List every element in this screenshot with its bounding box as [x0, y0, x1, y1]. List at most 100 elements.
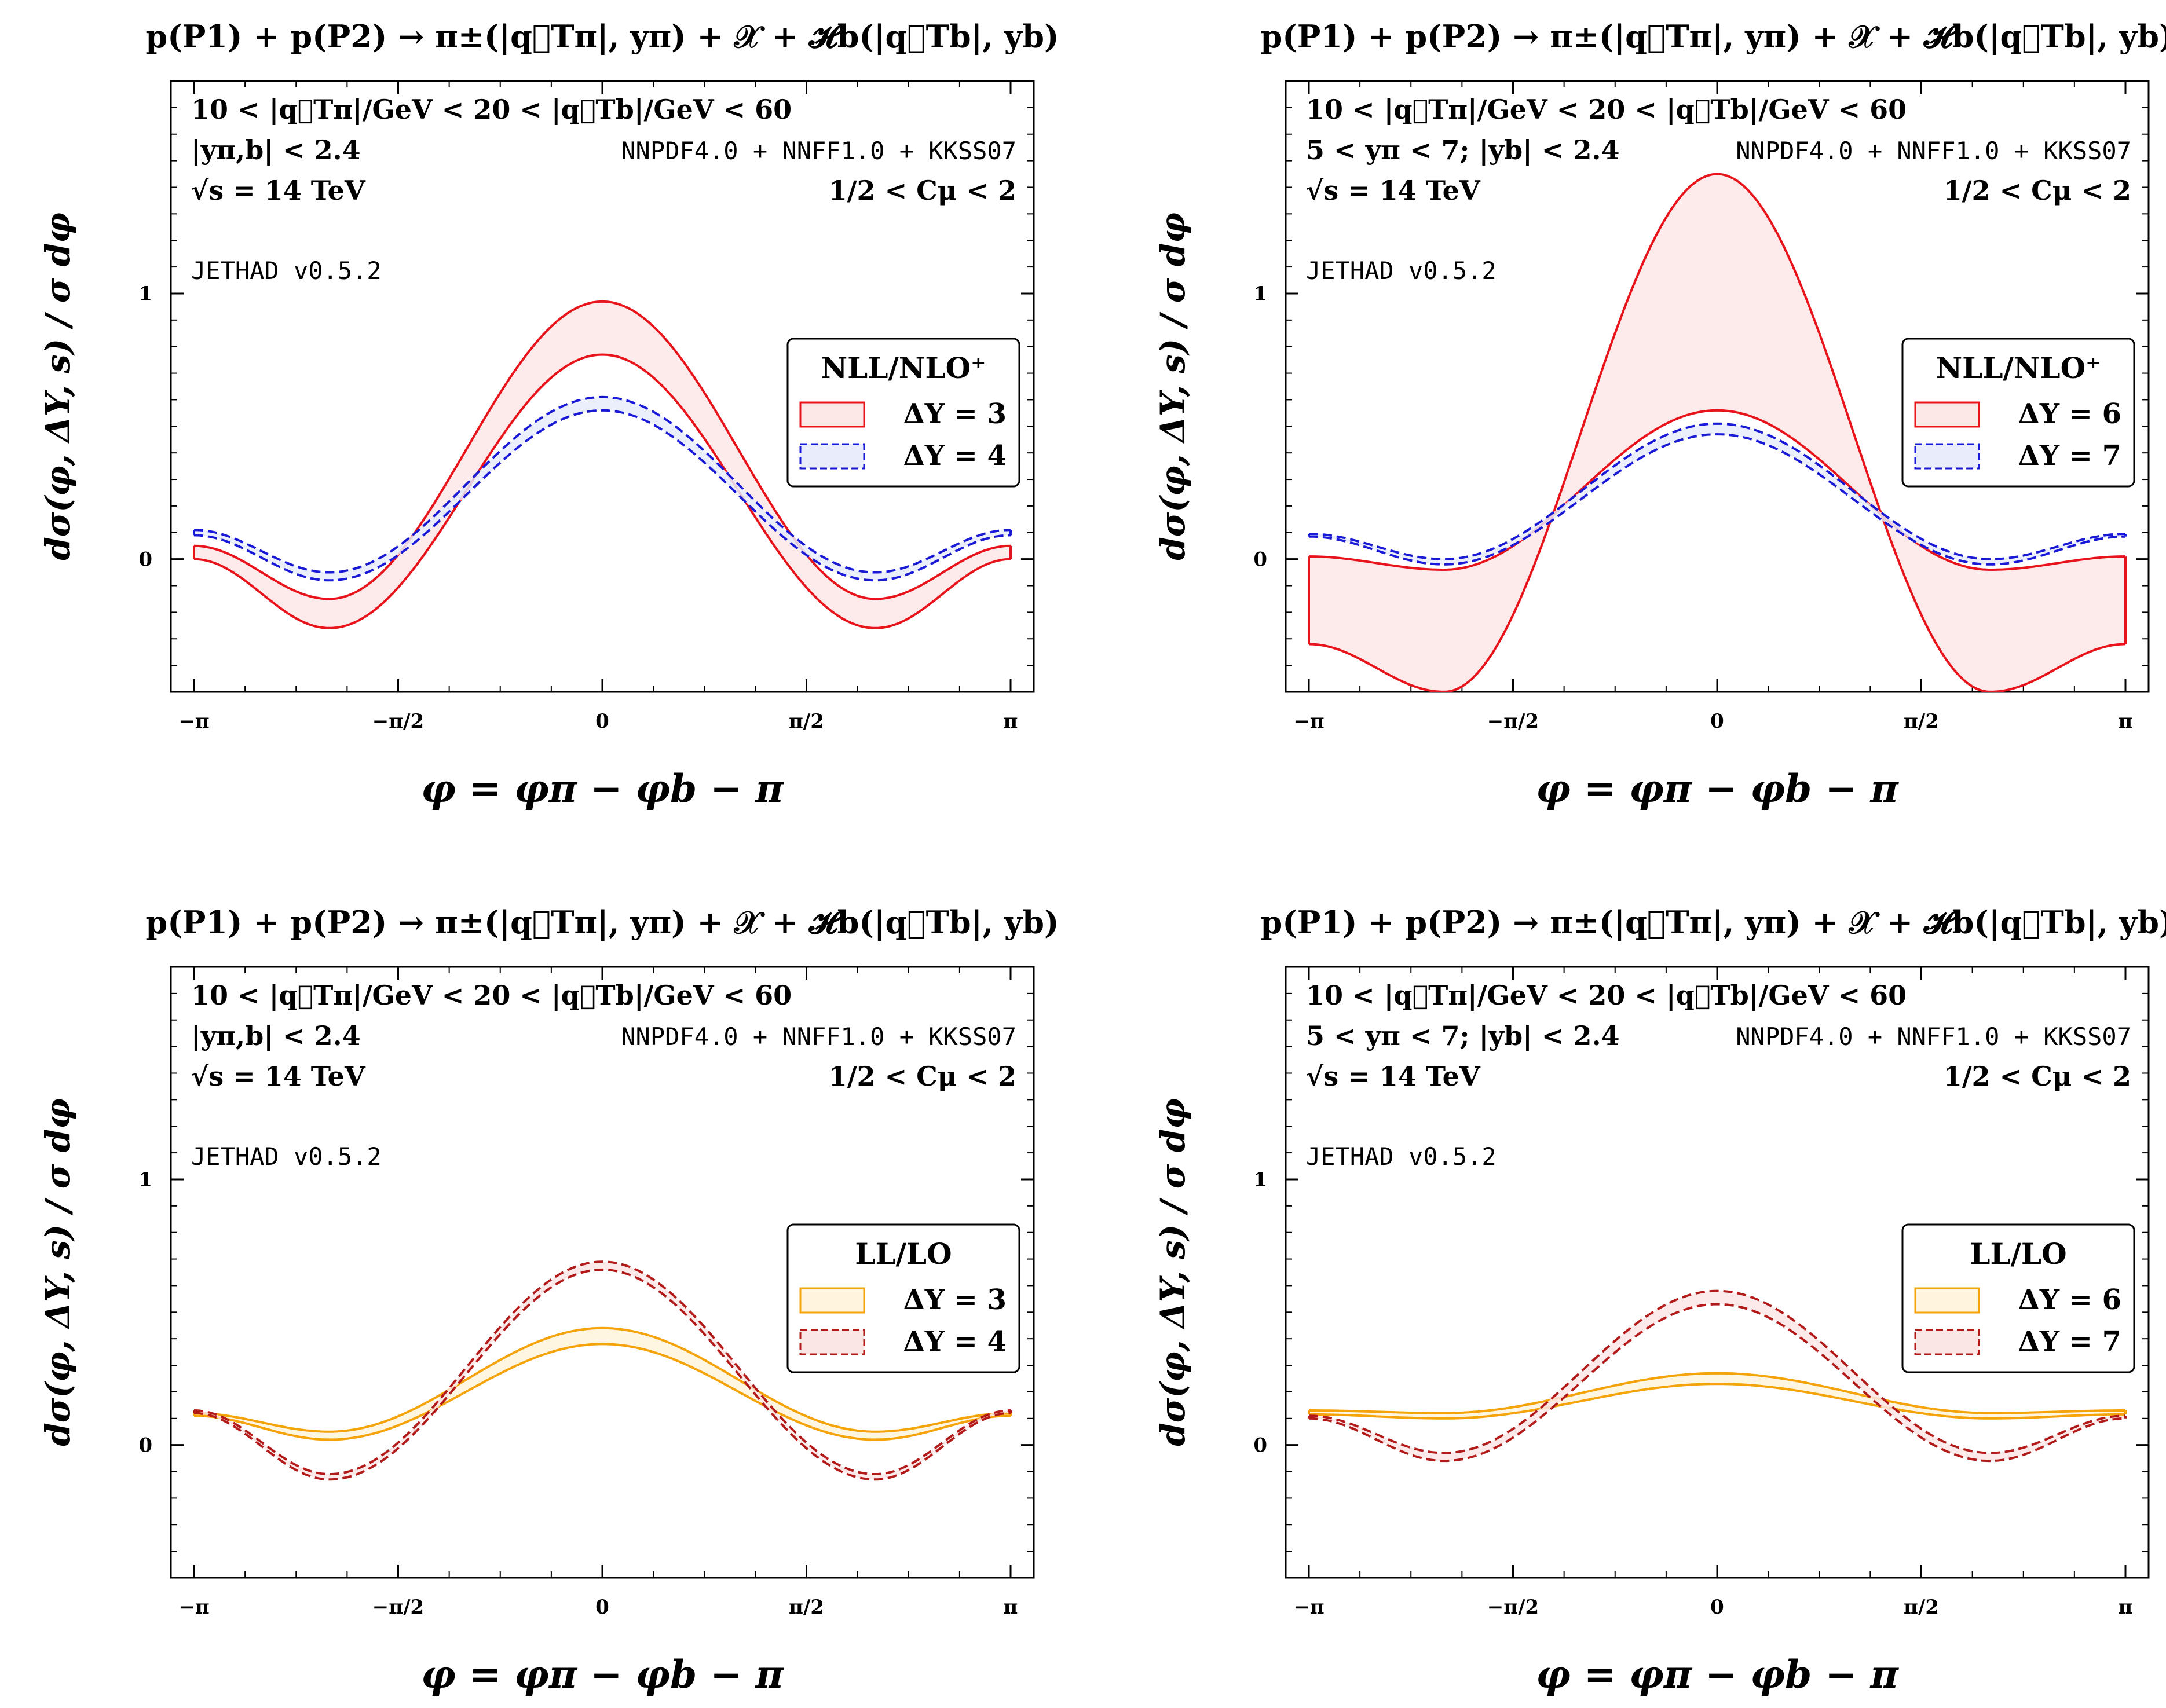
info-pdf: NNPDF4.0 + NNFF1.0 + KKSS07 — [1736, 1022, 2131, 1051]
series-1-lower-line — [1309, 1383, 2125, 1420]
info-energy: √s = 14 TeV — [1306, 1061, 1481, 1092]
y-axis-label: dσ(φ, ΔY, s) / σ dφ — [38, 212, 78, 560]
info-cmu: 1/2 < Cμ < 2 — [829, 1061, 1016, 1092]
y-tick-label: 0 — [1253, 548, 1267, 571]
y-tick-label: 1 — [1253, 1168, 1267, 1192]
series-1-band — [1309, 1373, 2125, 1419]
series-1-lower-line — [193, 353, 1011, 629]
info-pdf: NNPDF4.0 + NNFF1.0 + KKSS07 — [621, 1022, 1016, 1051]
series-2-upper-line — [1308, 422, 2126, 560]
legend-swatch — [1914, 443, 1980, 470]
x-axis-label: φ = φπ − φb − π — [421, 1652, 784, 1697]
x-tick-label: π — [1004, 1596, 1018, 1619]
x-tick-label: 0 — [1710, 1596, 1724, 1619]
legend-title: NLL/NLO⁺ — [1936, 351, 2101, 385]
y-tick-label: 0 — [1253, 1434, 1267, 1457]
x-tick-label: 0 — [595, 710, 609, 733]
x-tick-label: −π/2 — [1487, 1596, 1539, 1619]
chart-panel-4: p(P1) + p(P2) → π±(|q⃗Tπ|, yπ) + 𝒳 + 𝓗b(… — [1153, 904, 2166, 1697]
x-tick-label: −π — [1293, 1596, 1324, 1619]
info-rapidity: |yπ,b| < 2.4 — [191, 134, 361, 166]
y-tick-label: 1 — [138, 1168, 152, 1192]
plot-area — [1308, 173, 2127, 692]
legend-title: NLL/NLO⁺ — [821, 351, 986, 385]
legend-title: LL/LO — [855, 1237, 952, 1271]
x-tick-label: 0 — [595, 1596, 609, 1619]
info-kinematics: 10 < |q⃗Tπ|/GeV < 20 < |q⃗Tb|/GeV < 60 — [191, 94, 792, 125]
y-tick-label: 1 — [138, 283, 152, 306]
x-tick-label: π/2 — [1904, 710, 1939, 733]
series-1-band — [194, 1328, 1011, 1440]
x-tick-label: −π/2 — [372, 710, 424, 733]
chart-title: p(P1) + p(P2) → π±(|q⃗Tπ|, yπ) + 𝒳 + 𝓗b(… — [1260, 904, 2166, 941]
x-tick-label: π/2 — [789, 710, 824, 733]
info-rapidity: |yπ,b| < 2.4 — [191, 1020, 361, 1051]
x-tick-label: π — [2119, 1596, 2133, 1619]
info-cmu: 1/2 < Cμ < 2 — [1944, 1061, 2131, 1092]
series-2-lower-line — [193, 409, 1011, 582]
series-1-upper-line — [1309, 1372, 2125, 1414]
legend-entry: ΔY = 7 — [2018, 1325, 2121, 1358]
legend-entry: ΔY = 7 — [2018, 439, 2121, 472]
x-axis-label: φ = φπ − φb − π — [1536, 1652, 1899, 1697]
chart-panel-1: p(P1) + p(P2) → π±(|q⃗Tπ|, yπ) + 𝒳 + 𝓗b(… — [38, 18, 1059, 811]
software-label: JETHAD v0.5.2 — [191, 1142, 382, 1171]
series-2-lower-line — [193, 1268, 1011, 1481]
software-label: JETHAD v0.5.2 — [1306, 1142, 1497, 1171]
legend-swatch — [799, 401, 865, 428]
y-tick-label: 0 — [138, 548, 152, 571]
series-1-upper-line — [1309, 409, 2125, 571]
info-cmu: 1/2 < Cμ < 2 — [1944, 175, 2131, 206]
info-energy: √s = 14 TeV — [191, 1061, 366, 1092]
series-2-band — [194, 397, 1011, 581]
legend-swatch — [799, 1287, 865, 1314]
series-1-lower-line — [1308, 173, 2126, 692]
legend-swatch — [1914, 1287, 1980, 1314]
series-2-upper-line — [193, 1260, 1011, 1475]
series-2-band — [1309, 1291, 2125, 1461]
y-axis-label: dσ(φ, ΔY, s) / σ dφ — [38, 1098, 78, 1446]
x-tick-label: −π/2 — [1487, 710, 1539, 733]
y-axis-label: dσ(φ, ΔY, s) / σ dφ — [1153, 212, 1192, 560]
chart-title: p(P1) + p(P2) → π±(|q⃗Tπ|, yπ) + 𝒳 + 𝓗b(… — [145, 18, 1059, 56]
legend-entry: ΔY = 4 — [903, 439, 1007, 472]
plot-area — [193, 300, 1012, 629]
info-cmu: 1/2 < Cμ < 2 — [829, 175, 1016, 206]
legend-entry: ΔY = 6 — [2018, 398, 2121, 430]
software-label: JETHAD v0.5.2 — [1306, 256, 1497, 285]
series-2-upper-line — [1308, 1289, 2126, 1454]
series-2-lower-line — [1308, 433, 2126, 566]
info-rapidity: 5 < yπ < 7; |yb| < 2.4 — [1306, 1020, 1620, 1051]
series-2-upper-line — [193, 395, 1011, 574]
x-axis-label: φ = φπ − φb − π — [1536, 766, 1899, 811]
plot-area — [1308, 1289, 2127, 1463]
series-1-upper-line — [193, 300, 1011, 600]
software-label: JETHAD v0.5.2 — [191, 256, 382, 285]
chart-panel-2: p(P1) + p(P2) → π±(|q⃗Tπ|, yπ) + 𝒳 + 𝓗b(… — [1153, 18, 2166, 811]
legend-title: LL/LO — [1970, 1237, 2066, 1271]
info-energy: √s = 14 TeV — [191, 175, 366, 206]
info-pdf: NNPDF4.0 + NNFF1.0 + KKSS07 — [621, 137, 1016, 165]
x-tick-label: π/2 — [789, 1596, 824, 1619]
x-tick-label: 0 — [1710, 710, 1724, 733]
x-tick-label: −π — [178, 710, 209, 733]
x-tick-label: −π/2 — [372, 1596, 424, 1619]
series-2-lower-line — [1308, 1303, 2126, 1463]
series-1-upper-line — [193, 1326, 1011, 1433]
x-tick-label: −π — [1293, 710, 1324, 733]
legend-entry: ΔY = 3 — [903, 398, 1007, 430]
x-tick-label: π/2 — [1904, 1596, 1939, 1619]
info-energy: √s = 14 TeV — [1306, 175, 1481, 206]
x-tick-label: π — [2119, 710, 2133, 733]
info-rapidity: 5 < yπ < 7; |yb| < 2.4 — [1306, 134, 1620, 166]
x-tick-label: π — [1004, 710, 1018, 733]
legend-swatch — [799, 443, 865, 470]
info-kinematics: 10 < |q⃗Tπ|/GeV < 20 < |q⃗Tb|/GeV < 60 — [1306, 980, 1907, 1011]
legend-entry: ΔY = 4 — [903, 1325, 1007, 1358]
series-1-lower-line — [193, 1343, 1011, 1441]
info-kinematics: 10 < |q⃗Tπ|/GeV < 20 < |q⃗Tb|/GeV < 60 — [1306, 94, 1907, 125]
legend-swatch — [799, 1329, 865, 1355]
chart-title: p(P1) + p(P2) → π±(|q⃗Tπ|, yπ) + 𝒳 + 𝓗b(… — [145, 904, 1059, 941]
x-axis-label: φ = φπ − φb − π — [421, 766, 784, 811]
